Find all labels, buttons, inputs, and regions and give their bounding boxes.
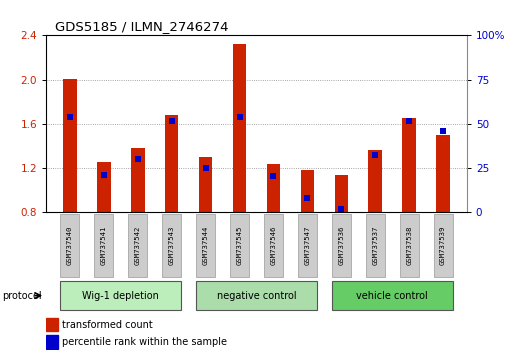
Bar — [199, 157, 212, 212]
Bar — [61, 214, 80, 277]
Bar — [433, 214, 452, 277]
Bar — [63, 79, 77, 212]
Text: GSM737537: GSM737537 — [372, 225, 378, 265]
Text: GSM737547: GSM737547 — [304, 225, 310, 265]
Bar — [97, 161, 111, 212]
Text: GSM737539: GSM737539 — [440, 225, 446, 265]
Text: vehicle control: vehicle control — [357, 291, 428, 301]
Bar — [94, 214, 113, 277]
Text: GDS5185 / ILMN_2746274: GDS5185 / ILMN_2746274 — [54, 20, 228, 33]
Bar — [332, 214, 351, 277]
Text: transformed count: transformed count — [62, 320, 153, 330]
Bar — [368, 150, 382, 212]
Text: GSM737540: GSM737540 — [67, 225, 73, 265]
Bar — [162, 214, 181, 277]
Bar — [128, 214, 147, 277]
Text: GSM737545: GSM737545 — [236, 225, 243, 265]
Bar — [165, 115, 179, 212]
Bar — [402, 118, 416, 212]
Text: GSM737544: GSM737544 — [203, 225, 209, 265]
Text: GSM737541: GSM737541 — [101, 225, 107, 265]
Bar — [298, 214, 317, 277]
Bar — [233, 44, 246, 212]
Text: GSM737543: GSM737543 — [169, 225, 175, 265]
Bar — [196, 281, 317, 310]
Bar — [366, 214, 385, 277]
Bar — [46, 318, 58, 331]
Bar — [436, 135, 450, 212]
Bar — [61, 281, 181, 310]
Text: GSM737546: GSM737546 — [270, 225, 277, 265]
Bar — [332, 281, 452, 310]
Bar — [334, 175, 348, 212]
Bar — [267, 164, 280, 212]
Text: GSM737542: GSM737542 — [135, 225, 141, 265]
Text: percentile rank within the sample: percentile rank within the sample — [62, 337, 227, 347]
Bar — [264, 214, 283, 277]
Text: GSM737536: GSM737536 — [338, 225, 344, 265]
Text: protocol: protocol — [3, 291, 42, 301]
Text: negative control: negative control — [216, 291, 297, 301]
Bar — [400, 214, 419, 277]
Bar — [230, 214, 249, 277]
Bar — [301, 170, 314, 212]
Bar — [196, 214, 215, 277]
Text: GSM737538: GSM737538 — [406, 225, 412, 265]
Text: Wig-1 depletion: Wig-1 depletion — [83, 291, 159, 301]
Bar — [131, 148, 145, 212]
Bar — [46, 335, 58, 349]
